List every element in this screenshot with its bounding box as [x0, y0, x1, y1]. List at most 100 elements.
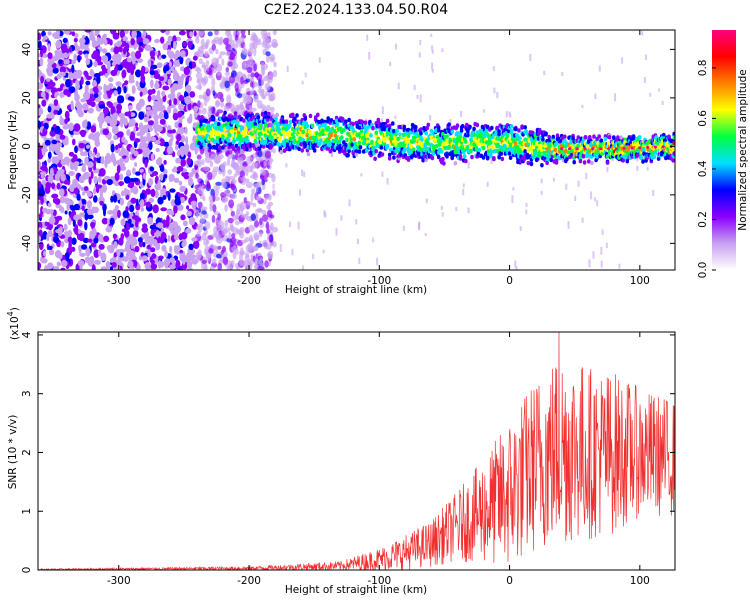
colorbar-tick-label: 0.4 — [697, 160, 709, 177]
spectrogram-cell — [64, 252, 70, 260]
spectrogram-cell — [86, 192, 93, 197]
spectrogram-cell — [230, 237, 237, 244]
spectrogram-cell — [142, 142, 149, 148]
spectrogram-cell — [217, 245, 222, 250]
spectrogram-cell — [109, 217, 115, 226]
spectrogram-cell — [354, 152, 359, 157]
spectrogram-cell — [229, 222, 234, 231]
spectrogram-cell — [83, 91, 91, 101]
spectrogram-cell — [661, 100, 664, 105]
spectrogram-cell — [139, 199, 145, 208]
spectrogram-cell — [234, 34, 239, 41]
spectrogram-cell — [79, 252, 86, 257]
spectrogram-cell — [271, 173, 276, 183]
spectrogram-cell — [52, 54, 60, 61]
spectrogram-cell — [131, 30, 137, 39]
spectrogram-cell — [96, 61, 104, 66]
spectrogram-cell — [215, 235, 222, 241]
spectrogram-cell — [139, 192, 145, 200]
chart-title: C2E2.2024.133.04.50.R04 — [264, 2, 448, 18]
spectrogram-cell — [149, 256, 153, 263]
spectrogram-cell — [239, 247, 244, 256]
spectrogram-cell — [100, 252, 107, 262]
spectrogram-cell — [307, 129, 312, 134]
spectrogram-cell — [161, 54, 167, 59]
spectrogram-cell — [90, 242, 97, 248]
spectrogram-cell — [212, 90, 216, 97]
spectrogram-cell — [78, 37, 86, 45]
spectrogram-cell — [129, 223, 134, 228]
spectrogram-cell — [274, 116, 278, 122]
spectrogram-cell — [46, 67, 51, 74]
spectrogram-cell — [80, 98, 87, 103]
spectrogram-cell — [38, 81, 44, 90]
spectrogram-cell — [197, 185, 204, 195]
spectrogram-cell — [167, 94, 174, 99]
spectrogram-cell — [212, 139, 217, 145]
spectrogram-cell — [126, 129, 131, 136]
spectrogram-cell — [199, 217, 206, 224]
spectrogram-cell — [582, 160, 587, 165]
spectrogram-cell — [209, 160, 214, 168]
spectrogram-cell — [261, 144, 266, 149]
spectrogram-cell — [429, 115, 432, 121]
spectrogram-cell — [217, 220, 225, 230]
spectrogram-cell — [299, 142, 303, 147]
spectrogram-cell — [43, 122, 49, 130]
spectrogram-cell — [63, 30, 71, 35]
spectrogram-cell — [394, 115, 397, 119]
spectrogram-cell — [69, 46, 73, 53]
spectrogram-cell — [145, 188, 151, 195]
spectrogram-cell — [445, 134, 449, 139]
spectrogram-cell — [193, 105, 199, 113]
spectrogram-cell — [514, 126, 518, 132]
spectrogram-cell — [263, 161, 268, 167]
spectrogram-cell — [54, 198, 61, 205]
spectrogram-cell — [553, 147, 558, 152]
spectrogram-cell — [101, 217, 109, 225]
spectrogram-cell — [93, 132, 101, 137]
spectrogram-cell — [238, 188, 246, 194]
spectrogram-cell — [418, 222, 421, 231]
spectrogram-cell — [119, 197, 124, 206]
spectrogram-cell — [222, 245, 226, 253]
spectrogram-cell — [56, 261, 61, 267]
spectrogram-cell — [247, 59, 250, 63]
spectrogram-cell — [430, 33, 433, 37]
spectrogram-cell — [212, 193, 216, 203]
spectrogram-cell — [431, 69, 434, 73]
spectrogram-cell — [387, 152, 392, 157]
spectrogram-cell — [113, 194, 118, 203]
spectrogram-cell — [344, 119, 348, 124]
spectrogram-cell — [159, 164, 165, 172]
spectrogram-cell — [249, 42, 254, 51]
spectrogram-cell — [38, 241, 44, 250]
spectrogram-cell — [185, 227, 192, 234]
spectrogram-cell — [565, 156, 569, 162]
spectrogram-cell — [363, 120, 368, 125]
spectrogram-cell — [245, 147, 249, 152]
spectrogram-cell — [47, 157, 52, 163]
spectrogram-cell — [147, 248, 151, 258]
spectrogram-cell — [158, 255, 164, 260]
spectrogram-cell — [419, 131, 423, 136]
spectrogram-cell — [599, 147, 603, 151]
spectrogram-cell — [49, 167, 54, 177]
spectrogram-cell — [226, 157, 231, 167]
spectrogram-cell — [198, 109, 202, 115]
spectrogram-cell — [153, 205, 157, 214]
spectrogram-cell — [389, 61, 392, 66]
spectrogram-cell — [652, 154, 657, 159]
spectrogram-cell — [303, 171, 306, 178]
spectrogram-cell — [658, 88, 661, 92]
spectrogram-cell — [240, 76, 244, 85]
spectrogram-cell — [286, 65, 289, 73]
spectrogram-cell — [125, 42, 130, 51]
spectrogram-cell — [84, 256, 91, 264]
spectrogram-cell — [224, 71, 231, 76]
spectrogram-cell — [98, 243, 105, 250]
spectrogram-cell — [301, 169, 304, 176]
spectrogram-cell — [376, 257, 379, 266]
spectrogram-cell — [270, 106, 275, 112]
spectrogram-cell — [517, 128, 521, 133]
